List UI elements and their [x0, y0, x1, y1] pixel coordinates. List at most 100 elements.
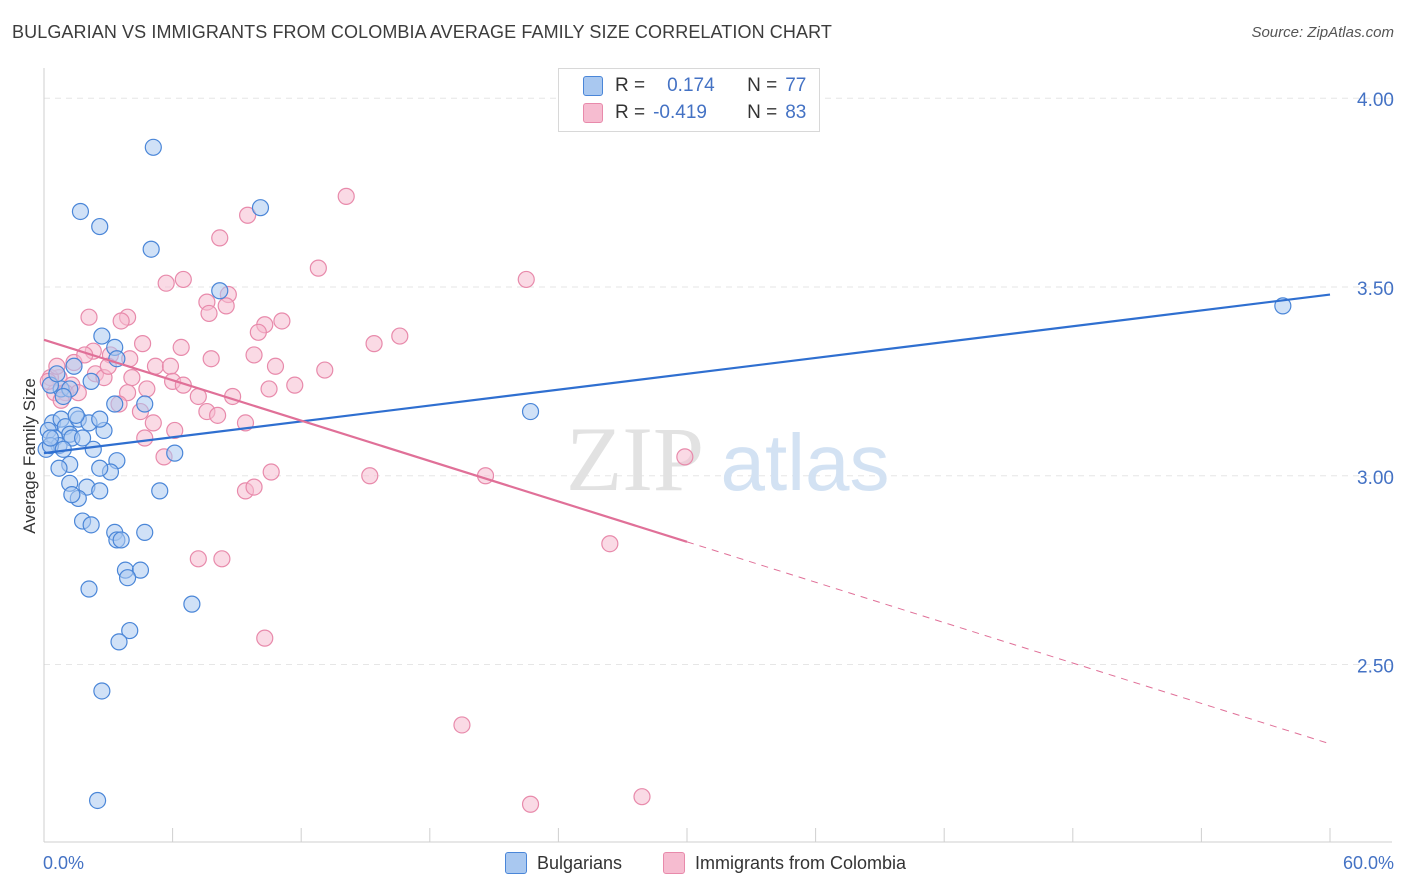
y-tick-label: 3.50 — [1357, 279, 1394, 300]
bulgarian-point — [251, 199, 270, 217]
legend-row-bulgarians: R = 0.174 N = 77 — [583, 74, 806, 98]
colombia-point — [118, 384, 137, 402]
colombia-point — [316, 361, 334, 379]
legend-r-value: 0.174 — [667, 75, 715, 96]
legend-row-colombia: R = -0.419 N = 83 — [583, 101, 806, 125]
colombia-point — [676, 448, 694, 466]
colombia-point — [189, 550, 207, 568]
bulgarian-point — [73, 429, 92, 447]
grid-lines — [44, 97, 1392, 666]
bulgarian-points — [37, 138, 1292, 810]
colombia-point — [517, 270, 535, 289]
colombia-point — [309, 259, 327, 277]
colombia-point — [245, 478, 263, 496]
colombia-trend-line — [43, 338, 688, 543]
y-tick-label: 4.00 — [1357, 90, 1394, 111]
colombia-point — [133, 335, 152, 353]
colombia-point — [633, 788, 651, 806]
bulgarian-point — [521, 402, 540, 421]
bulgarian-point — [80, 580, 98, 598]
bulgarian-point — [82, 372, 100, 390]
colombia-point — [144, 414, 162, 432]
colombia-point — [146, 357, 165, 375]
colombia-point — [136, 429, 154, 447]
bulgarian-point — [121, 621, 139, 640]
colombia-point — [361, 467, 379, 485]
colombia-point — [273, 312, 291, 330]
legend-r-label: R = — [615, 75, 646, 96]
bulgarian-point — [211, 282, 229, 300]
colombia-point — [174, 270, 192, 289]
colombia-point — [123, 369, 141, 387]
bulgarian-point — [183, 595, 201, 613]
y-tick-labels: 2.50 3.00 3.50 4.00 — [1357, 90, 1394, 677]
colombia-point — [239, 206, 257, 224]
bulgarian-point — [41, 429, 60, 447]
colombia-point — [521, 795, 540, 813]
bulgarian-point — [63, 486, 81, 504]
bulgarian-point — [118, 569, 137, 587]
bulgarian-trend-line — [43, 293, 1331, 455]
colombia-point — [601, 535, 619, 553]
colombia-point — [138, 380, 156, 398]
bulgarian-point — [91, 217, 109, 236]
colombia-point — [249, 323, 267, 341]
bulgarian-point — [67, 406, 85, 424]
x-tick-label-min: 0.0% — [43, 853, 85, 873]
colombia-point — [391, 327, 409, 345]
source-credit: Source: ZipAtlas.com — [1251, 24, 1394, 41]
legend-n-value: 83 — [785, 102, 807, 123]
colombia-point — [157, 274, 175, 292]
bulgarian-point — [110, 633, 128, 651]
colombia-point — [172, 338, 190, 356]
bulgarian-point — [136, 523, 154, 542]
colombia-point — [166, 421, 184, 440]
bulgarian-point — [151, 482, 169, 500]
bulgarian-point — [144, 138, 162, 156]
bulgarian-point — [54, 387, 72, 406]
bulgarian-point — [84, 440, 102, 458]
trend-lines — [43, 293, 1331, 745]
bulgarian-point — [136, 395, 154, 413]
watermark-atlas: atlas — [721, 418, 890, 507]
bulgarian-point — [91, 410, 109, 428]
bulgarian-point — [108, 350, 126, 368]
legend-label-colombia: Immigrants from Colombia — [695, 852, 907, 873]
legend-r-value: -0.419 — [653, 102, 707, 123]
bulgarian-point — [82, 516, 100, 534]
colombia-point — [256, 629, 274, 647]
colombia-point — [365, 335, 383, 353]
correlation-legend: R = 0.174 N = 77 R = -0.419 N = 83 — [558, 68, 820, 132]
legend-swatch-blue — [583, 76, 603, 96]
legend-swatch-pink — [583, 103, 603, 123]
bulgarian-point — [88, 791, 107, 810]
legend-swatch-blue — [505, 852, 527, 874]
colombia-point — [213, 550, 231, 568]
bulgarian-point — [71, 202, 90, 221]
bulgarian-point — [93, 327, 111, 345]
series-legend: Bulgarians Immigrants from Colombia — [0, 852, 1406, 876]
axes — [43, 68, 1392, 843]
legend-item-bulgarians: Bulgarians — [505, 852, 622, 874]
bulgarian-point — [112, 531, 130, 549]
colombia-point — [161, 357, 180, 375]
bulgarian-point — [50, 459, 68, 477]
colombia-point — [453, 716, 471, 734]
legend-swatch-pink — [663, 852, 685, 874]
colombia-point — [80, 308, 98, 326]
chart-title: BULGARIAN VS IMMIGRANTS FROM COLOMBIA AV… — [12, 22, 832, 42]
colombia-point — [337, 187, 355, 205]
bulgarian-point — [142, 240, 160, 258]
colombia-trend-extension — [686, 541, 1331, 745]
legend-n-value: 77 — [785, 75, 807, 96]
x-tick-label-max: 60.0% — [1342, 853, 1394, 873]
legend-label-bulgarians: Bulgarians — [537, 852, 623, 873]
colombia-point — [260, 380, 278, 398]
legend-item-colombia: Immigrants from Colombia — [663, 852, 906, 874]
bulgarian-point — [48, 365, 66, 383]
colombia-point — [286, 376, 304, 394]
legend-n-label: N = — [747, 75, 778, 96]
bulgarian-point — [131, 561, 150, 579]
colombia-point — [211, 229, 229, 247]
